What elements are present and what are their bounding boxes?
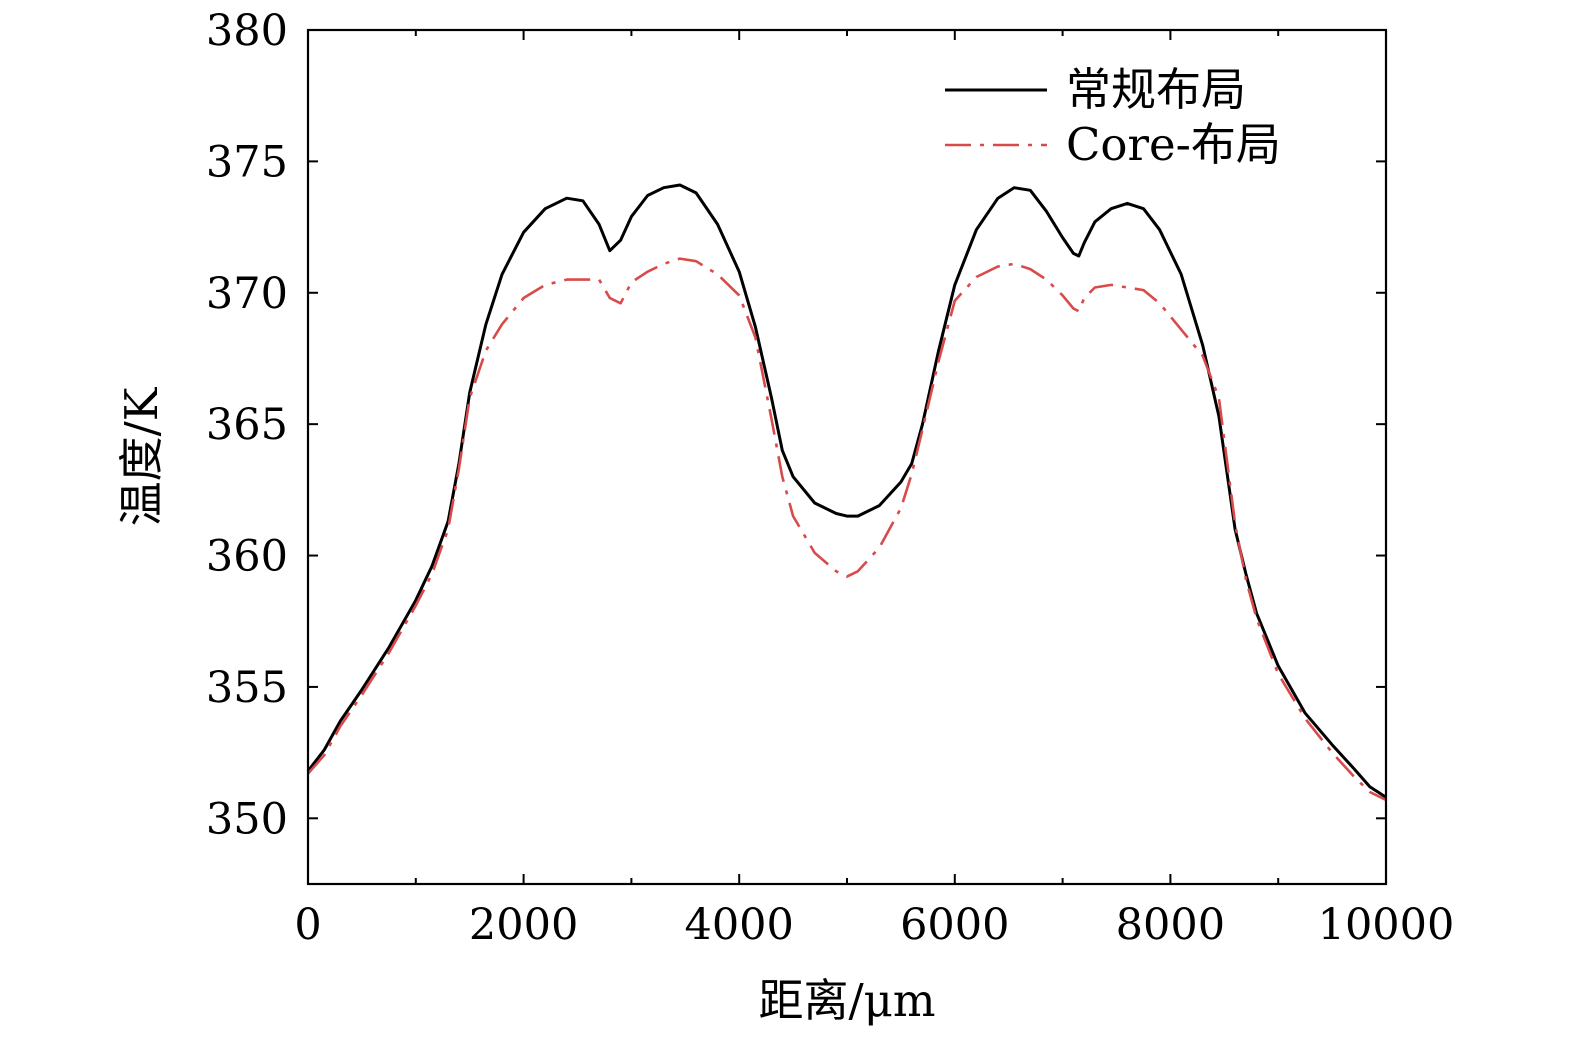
y-tick-label: 355 — [206, 663, 288, 713]
x-axis-label: 距离/μm — [758, 974, 935, 1027]
x-tick-label: 8000 — [1116, 900, 1225, 950]
y-tick-label: 380 — [206, 6, 288, 56]
series-layer — [306, 183, 1387, 802]
y-tick-label: 370 — [206, 269, 288, 319]
x-tick-label: 6000 — [900, 900, 1009, 950]
y-tick-label: 360 — [206, 532, 288, 582]
x-tick-label: 10000 — [1318, 900, 1455, 950]
legend-label-core-布局: Core-布局 — [1066, 118, 1281, 171]
x-tick-label: 2000 — [469, 900, 578, 950]
y-tick-label: 350 — [206, 794, 288, 844]
series-line-Core-布局 — [307, 257, 1387, 802]
x-tick-label: 4000 — [684, 900, 793, 950]
tick-label-layer: 350 355 360 365 370 375 380 0 2000 4000 6000 8000 10… — [206, 6, 1454, 950]
y-axis-label: 温度/K — [115, 386, 168, 526]
legend: 常规布局 Core-布局 — [945, 63, 1281, 171]
y-tick-label: 375 — [206, 137, 288, 187]
legend-label-常规布局: 常规布局 — [1066, 63, 1246, 116]
series-line-常规布局 — [306, 183, 1387, 799]
tick-layer — [307, 29, 1387, 884]
x-tick-label: 0 — [294, 900, 321, 950]
y-tick-label: 365 — [206, 400, 288, 450]
